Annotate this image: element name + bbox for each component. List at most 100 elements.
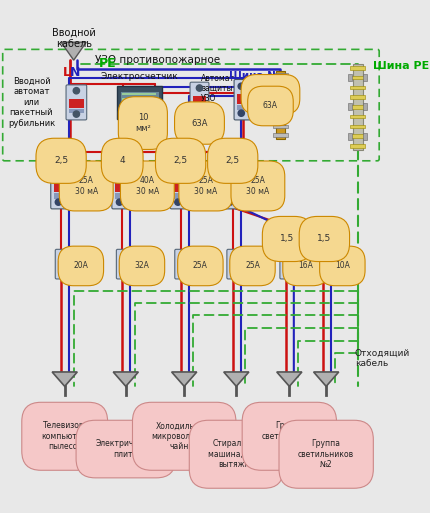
Text: L: L xyxy=(62,66,71,79)
Circle shape xyxy=(187,170,194,176)
Circle shape xyxy=(73,88,80,94)
Polygon shape xyxy=(113,372,138,386)
Circle shape xyxy=(123,270,129,277)
Bar xyxy=(173,193,195,199)
Text: 63А: 63А xyxy=(263,102,278,110)
Bar xyxy=(122,92,157,95)
Circle shape xyxy=(250,110,256,116)
Circle shape xyxy=(187,199,194,205)
Bar xyxy=(226,193,247,199)
Circle shape xyxy=(129,199,135,205)
FancyBboxPatch shape xyxy=(227,249,246,279)
Text: 25А: 25А xyxy=(245,262,260,270)
Bar xyxy=(273,108,288,111)
Text: Холодильник,
микроволновка,
чайник: Холодильник, микроволновка, чайник xyxy=(152,421,217,451)
Circle shape xyxy=(238,110,244,116)
Circle shape xyxy=(55,170,61,176)
FancyBboxPatch shape xyxy=(66,85,87,120)
Bar xyxy=(193,96,206,105)
Text: PE: PE xyxy=(99,57,117,70)
Circle shape xyxy=(238,83,244,89)
Bar xyxy=(54,193,76,199)
Circle shape xyxy=(117,199,123,205)
Text: 20А: 20А xyxy=(74,262,88,270)
Bar xyxy=(120,261,132,269)
Circle shape xyxy=(227,199,233,205)
Bar xyxy=(237,105,257,110)
Text: Автомат
защиты
УЗО: Автомат защиты УЗО xyxy=(201,74,235,104)
FancyBboxPatch shape xyxy=(51,167,79,209)
Polygon shape xyxy=(172,372,197,386)
Bar xyxy=(283,270,295,275)
FancyBboxPatch shape xyxy=(175,249,194,279)
Bar xyxy=(230,261,243,269)
FancyBboxPatch shape xyxy=(55,249,74,279)
Text: 63А: 63А xyxy=(191,119,208,128)
Text: Группа
светильников
№2: Группа светильников №2 xyxy=(298,439,354,469)
Text: Вводной
автомат
или
пакетный
рубильник: Вводной автомат или пакетный рубильник xyxy=(8,77,55,128)
Circle shape xyxy=(73,111,80,117)
Circle shape xyxy=(286,252,292,259)
Bar xyxy=(115,193,137,199)
FancyBboxPatch shape xyxy=(112,167,140,209)
FancyBboxPatch shape xyxy=(234,80,260,120)
Circle shape xyxy=(123,252,129,259)
Circle shape xyxy=(61,270,68,277)
Polygon shape xyxy=(52,372,77,386)
Bar xyxy=(120,91,159,112)
Text: Вводной
кабель: Вводной кабель xyxy=(52,28,95,49)
Text: 300 мА: 300 мА xyxy=(256,90,285,99)
Bar xyxy=(276,71,285,139)
Text: N: N xyxy=(70,66,81,79)
Bar xyxy=(350,125,365,128)
Bar xyxy=(273,133,288,137)
Circle shape xyxy=(181,252,187,259)
Bar xyxy=(273,82,288,85)
Bar xyxy=(350,76,365,80)
Polygon shape xyxy=(313,372,339,386)
Text: 4: 4 xyxy=(120,156,125,165)
Bar xyxy=(350,86,365,89)
Bar xyxy=(237,94,257,104)
Bar xyxy=(350,95,365,99)
Bar xyxy=(273,73,288,77)
Bar xyxy=(363,103,367,110)
Text: Электросчетчик: Электросчетчик xyxy=(100,72,178,81)
Bar xyxy=(320,270,332,275)
Text: 1,5: 1,5 xyxy=(317,234,332,244)
Text: 1,5: 1,5 xyxy=(280,234,295,244)
Bar xyxy=(173,182,195,192)
Circle shape xyxy=(68,199,74,205)
FancyBboxPatch shape xyxy=(280,249,299,279)
Text: 2,5: 2,5 xyxy=(226,156,240,165)
Circle shape xyxy=(240,170,246,176)
Bar xyxy=(193,106,206,110)
Text: Электрическая
плита: Электрическая плита xyxy=(95,439,157,459)
Text: Стиральная
машина, фен,
вытяжка: Стиральная машина, фен, вытяжка xyxy=(209,439,264,469)
Circle shape xyxy=(197,85,203,91)
Text: 10А: 10А xyxy=(335,262,350,270)
FancyBboxPatch shape xyxy=(170,167,198,209)
Bar xyxy=(348,132,352,140)
Circle shape xyxy=(117,170,123,176)
Circle shape xyxy=(323,270,329,277)
Text: 2,5: 2,5 xyxy=(174,156,187,165)
Bar xyxy=(350,115,365,119)
Bar xyxy=(348,74,352,81)
Bar xyxy=(353,64,362,150)
Text: 25А: 25А xyxy=(193,262,208,270)
Text: 25А
30 мА: 25А 30 мА xyxy=(75,176,98,195)
Text: 16А: 16А xyxy=(298,262,313,270)
Text: 40А
30 мА: 40А 30 мА xyxy=(136,176,159,195)
Text: Телевизор,
компьютер,
пылесос: Телевизор, компьютер, пылесос xyxy=(41,421,89,451)
Bar xyxy=(363,132,367,140)
Circle shape xyxy=(175,170,181,176)
Circle shape xyxy=(61,252,68,259)
Bar xyxy=(350,105,365,109)
Circle shape xyxy=(227,170,233,176)
Bar xyxy=(273,116,288,120)
Bar xyxy=(69,99,83,108)
Text: УЗО противопожарное: УЗО противопожарное xyxy=(95,55,220,65)
Bar xyxy=(54,182,76,192)
Bar xyxy=(283,261,295,269)
